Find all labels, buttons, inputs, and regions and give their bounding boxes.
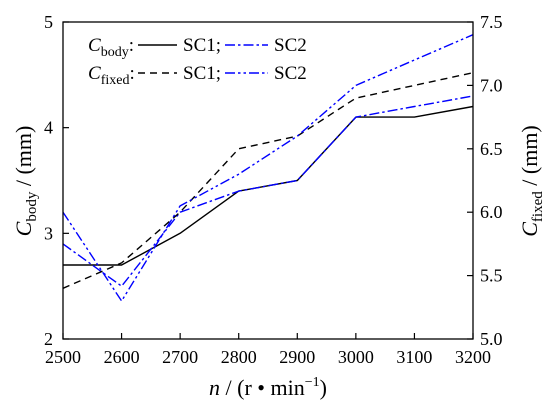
y-left-tick-label: 3	[44, 223, 53, 243]
legend-row: Cbody: SC1; SC2	[88, 35, 307, 60]
legend-colon: :	[129, 35, 134, 56]
y-right-axis-title: Cfixed / (mm)	[517, 125, 546, 237]
axis-title-symbol: n	[209, 375, 220, 400]
axis-title-symbol: C	[11, 221, 36, 236]
axis-title-subscript: fixed	[530, 191, 546, 222]
legend-item-label: SC2	[274, 63, 307, 84]
legend-item-label: SC1;	[183, 63, 221, 84]
series-line-right-sc2	[62, 34, 474, 302]
x-axis-title: n / (r • min−1)	[209, 375, 327, 400]
legend-subscript: fixed	[101, 73, 130, 88]
legend-colon: :	[129, 63, 134, 84]
legend-row-label: Cfixed:	[88, 63, 135, 88]
y-left-axis-title: Cbody / (mm)	[11, 126, 40, 237]
y-left-tick-label: 5	[44, 12, 53, 32]
series-lines	[62, 34, 474, 302]
legend-row: Cfixed: SC1; SC2	[88, 63, 307, 88]
axis-title-text: / (mm)	[517, 125, 542, 191]
x-axis: 2500 2600 2700 2800 2900 3000 3100 3200	[45, 333, 491, 367]
y-right-tick-label: 7.5	[480, 12, 503, 32]
legend-symbol: C	[88, 63, 101, 84]
series-line-right-sc1	[62, 72, 474, 289]
x-tick-label: 2900	[279, 347, 315, 367]
x-tick-label: 3100	[396, 347, 432, 367]
legend-subscript: body	[101, 45, 129, 60]
legend-separator: ;	[216, 35, 221, 56]
axis-title-text: )	[320, 375, 327, 400]
y-right-tick-label: 5.5	[480, 266, 503, 286]
series-line-left-sc1	[63, 105, 474, 266]
legend-symbol: C	[88, 35, 101, 56]
x-tick-label: 2500	[45, 347, 81, 367]
x-tick-label: 3200	[455, 347, 491, 367]
y-right-tick-label: 5.0	[480, 329, 503, 349]
y-left-tick-label: 2	[44, 329, 53, 349]
legend-series-name: SC1	[183, 63, 216, 84]
axis-title-text: / (r • min	[220, 375, 305, 400]
y-right-tick-label: 6.5	[480, 139, 503, 159]
y-left-axis: 2 3 4 5	[44, 12, 69, 349]
legend-series-name: SC2	[274, 35, 307, 56]
legend-row-label: Cbody:	[88, 35, 134, 60]
axis-title-subscript: body	[24, 191, 40, 222]
legend-series-name: SC1	[183, 35, 216, 56]
x-tick-label: 2600	[104, 347, 140, 367]
legend: Cbody: SC1; SC2 Cfixed: SC1; SC2	[88, 35, 307, 88]
y-left-tick-label: 4	[44, 118, 53, 138]
x-tick-label: 2800	[221, 347, 257, 367]
y-right-tick-label: 7.0	[480, 75, 503, 95]
x-tick-label: 3000	[338, 347, 374, 367]
plot-frame	[62, 21, 474, 340]
axis-title-symbol: C	[517, 222, 542, 237]
axis-title-text: / (mm)	[11, 126, 36, 192]
legend-item-label: SC2	[274, 35, 307, 56]
x-tick-label: 2700	[162, 347, 198, 367]
axis-title-superscript: −1	[305, 375, 320, 390]
legend-series-name: SC2	[274, 63, 307, 84]
series-line-left-sc2	[62, 95, 474, 287]
legend-item-label: SC1;	[183, 35, 221, 56]
y-right-tick-label: 6.0	[480, 202, 503, 222]
y-right-axis: 5.0 5.5 6.0 6.5 7.0 7.5	[467, 12, 503, 349]
legend-separator: ;	[216, 63, 221, 84]
